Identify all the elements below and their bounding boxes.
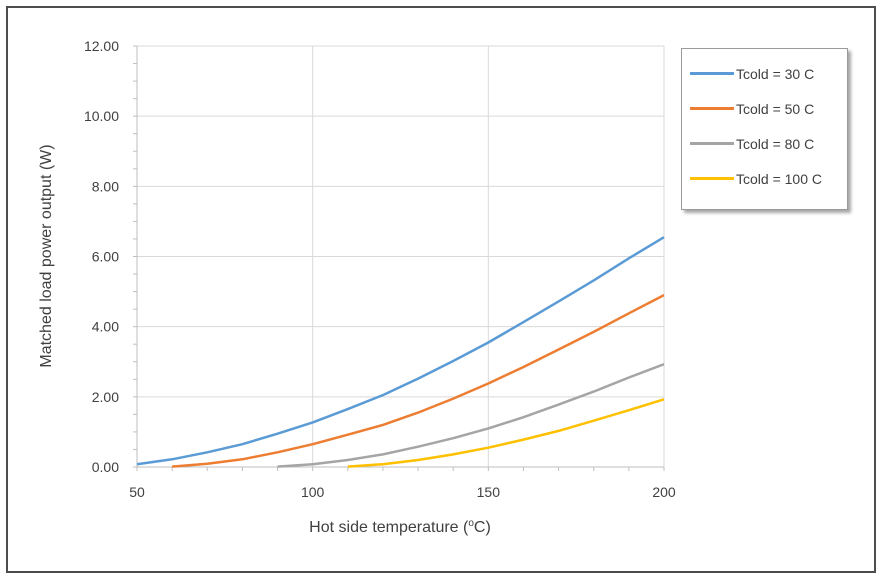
x-axis-label: Hot side temperature (oC) bbox=[309, 518, 491, 536]
x-axis-label-sup: o bbox=[468, 518, 474, 529]
legend-item-3: Tcold = 80 C bbox=[682, 126, 847, 161]
legend-label: Tcold = 30 C bbox=[736, 65, 815, 82]
series-line-3 bbox=[277, 363, 665, 468]
legend-label: Tcold = 80 C bbox=[736, 135, 815, 152]
x-tick-label: 200 bbox=[652, 484, 676, 500]
y-tick-label: 4.00 bbox=[92, 319, 119, 335]
x-axis-label-tail: C) bbox=[474, 519, 491, 536]
legend-label: Tcold = 50 C bbox=[736, 100, 815, 117]
x-tick-label: 150 bbox=[477, 484, 501, 500]
y-tick-label: 10.00 bbox=[84, 108, 119, 124]
legend-label: Tcold = 100 C bbox=[736, 170, 822, 187]
y-tick-label: 12.00 bbox=[84, 38, 119, 54]
y-tick-label: 2.00 bbox=[92, 389, 119, 405]
legend: Tcold = 30 C Tcold = 50 C Tcold = 80 C Tcol… bbox=[681, 48, 848, 210]
series-line-1 bbox=[136, 236, 665, 466]
y-tick-label: 8.00 bbox=[92, 178, 119, 194]
legend-item-4: Tcold = 100 C bbox=[682, 161, 847, 196]
legend-swatch bbox=[690, 142, 734, 145]
tick-labels: 0.00 2.00 4.00 6.00 8.00 10.00 12.00 50 100 150 20… bbox=[84, 38, 676, 500]
legend-swatch bbox=[690, 107, 734, 110]
y-axis-label: Matched load power output (W) bbox=[38, 144, 55, 367]
series-lines bbox=[136, 236, 665, 468]
legend-item-2: Tcold = 50 C bbox=[682, 91, 847, 126]
x-axis-label-main: Hot side temperature ( bbox=[309, 519, 469, 536]
x-tick-label: 100 bbox=[301, 484, 325, 500]
legend-swatch bbox=[690, 177, 734, 180]
x-tick-label: 50 bbox=[129, 484, 145, 500]
series-line-4 bbox=[347, 398, 665, 468]
y-tick-label: 0.00 bbox=[92, 459, 119, 475]
y-tick-label: 6.00 bbox=[92, 249, 119, 265]
series-line-2 bbox=[172, 293, 665, 468]
legend-swatch bbox=[690, 72, 734, 75]
legend-item-1: Tcold = 30 C bbox=[682, 56, 847, 91]
axes bbox=[133, 45, 665, 471]
grid-lines bbox=[137, 45, 665, 467]
